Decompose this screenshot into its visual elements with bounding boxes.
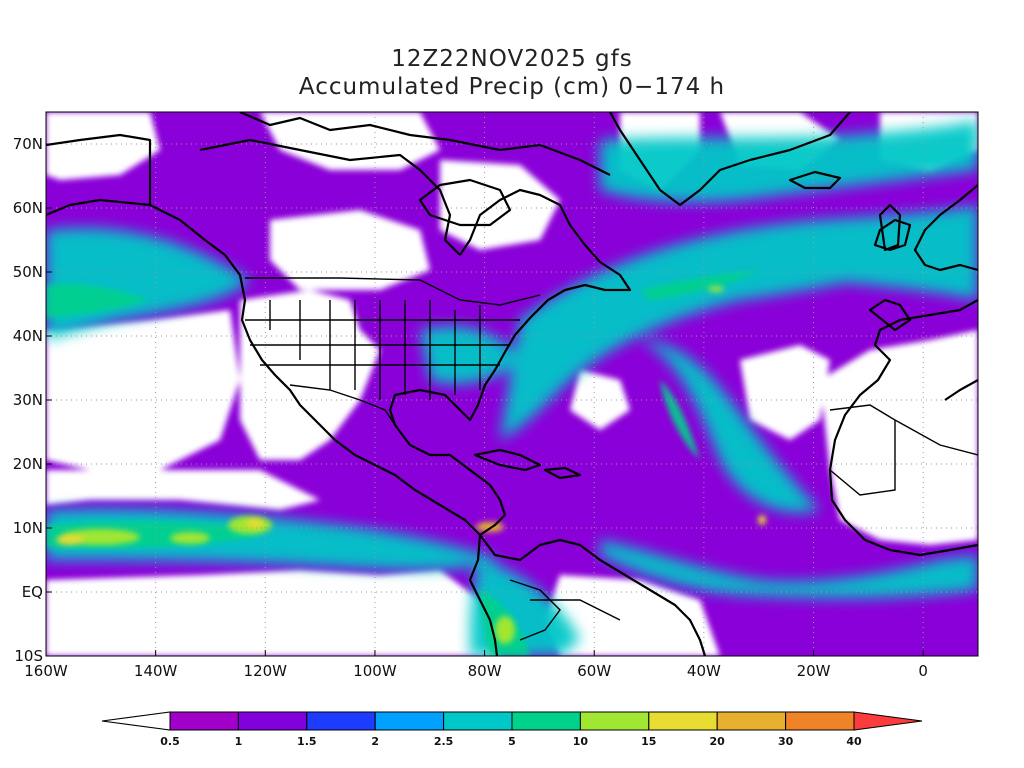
lon-label: 80W	[468, 662, 502, 680]
colorbar-swatch	[306, 711, 376, 731]
map-frame	[45, 111, 979, 657]
lat-label: 20N	[13, 455, 43, 473]
map-title-line1: 12Z22NOV2025 gfs	[391, 46, 633, 72]
colorbar-label: 30	[778, 735, 794, 748]
lat-label: 10N	[13, 519, 43, 537]
colorbar-label: 1.5	[297, 735, 317, 748]
dry-areas	[46, 112, 978, 656]
colorbar-label: 15	[641, 735, 656, 748]
colorbar-label: 5	[508, 735, 516, 748]
colorbar-swatch	[785, 711, 855, 731]
lon-label: 0	[918, 662, 928, 680]
lon-label: 120W	[244, 662, 288, 680]
longitude-labels: 160W 140W 120W 100W 80W 60W 40W 20W 0	[24, 650, 928, 680]
precip-field	[46, 112, 978, 656]
lon-label: 40W	[687, 662, 721, 680]
colorbar-label: 20	[710, 735, 726, 748]
borders	[149, 150, 978, 641]
colorbar-swatch	[237, 711, 308, 731]
lat-label: 10S	[14, 647, 43, 665]
lat-label: 30N	[13, 391, 43, 409]
colorbar-label: 40	[846, 735, 862, 748]
colorbar-upper-extension	[853, 711, 923, 731]
colorbar-label: 2	[371, 735, 379, 748]
colorbar-swatch	[374, 711, 445, 731]
map-title-line2: Accumulated Precip (cm) 0−174 h	[298, 74, 726, 100]
lat-label: 60N	[13, 199, 43, 217]
colorbar-lower-extension	[101, 711, 171, 731]
lat-label: 70N	[13, 135, 43, 153]
lat-lon-grid	[46, 112, 978, 656]
colorbar-label: 1	[235, 735, 243, 748]
colorbar-swatch	[579, 711, 650, 731]
colorbar-swatch	[648, 711, 718, 731]
intense-cores	[56, 286, 766, 644]
lon-label: 100W	[353, 662, 397, 680]
lat-label: 40N	[13, 327, 43, 345]
lon-label: 140W	[134, 662, 178, 680]
lon-label: 60W	[577, 662, 611, 680]
latitude-labels: 70N 60N 50N 40N 30N 20N 10N EQ 10S	[13, 135, 52, 665]
colorbar-swatch	[716, 711, 787, 731]
colorbar-swatch	[443, 711, 513, 731]
colorbar-swatch	[511, 711, 581, 731]
coastlines	[46, 112, 978, 656]
lat-label: 50N	[13, 263, 43, 281]
colorbar-label: 2.5	[434, 735, 454, 748]
lat-label: EQ	[22, 583, 43, 601]
lon-label: 20W	[797, 662, 831, 680]
colorbar-label: 10	[573, 735, 589, 748]
colorbar-swatch	[169, 711, 239, 731]
colorbar: 0.5 1 1.5 2 2.5 5 10 15 20 30 40	[101, 711, 923, 748]
colorbar-label: 0.5	[160, 735, 180, 748]
lon-label: 160W	[24, 662, 68, 680]
